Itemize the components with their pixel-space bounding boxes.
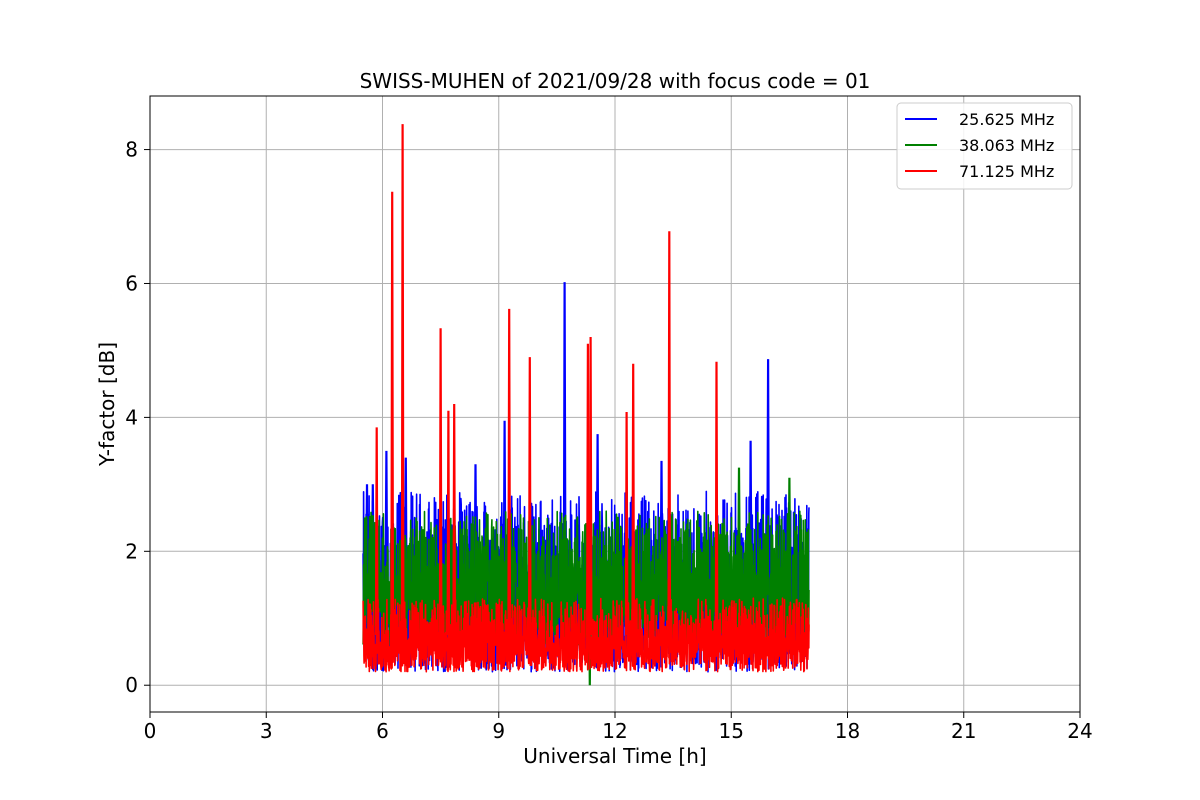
legend-label: 25.625 MHz (959, 110, 1054, 129)
x-tick-label: 9 (492, 719, 505, 743)
series-spike (438, 328, 443, 636)
x-tick-label: 21 (951, 719, 976, 743)
series-spike (631, 363, 636, 636)
x-tick-label: 18 (835, 719, 860, 743)
series-spike (527, 357, 532, 636)
x-tick-label: 15 (719, 719, 744, 743)
series-spike (374, 427, 379, 636)
series-spike (507, 308, 512, 636)
x-axis-label: Universal Time [h] (523, 744, 706, 768)
x-tick-label: 6 (376, 719, 389, 743)
series-spike (588, 336, 593, 636)
series-71125-mhz (362, 124, 810, 673)
y-tick-label: 4 (125, 405, 138, 429)
series-spike (737, 467, 741, 579)
series-spike (390, 191, 395, 636)
series-spike (586, 343, 590, 636)
x-tick-label: 24 (1067, 719, 1092, 743)
series-line (362, 597, 810, 673)
x-tick-label: 12 (602, 719, 627, 743)
series-spike (787, 477, 792, 579)
legend-label: 38.063 MHz (959, 136, 1054, 155)
y-tick-label: 6 (125, 271, 138, 295)
series-spike (766, 359, 770, 582)
chart-title: SWISS-MUHEN of 2021/09/28 with focus cod… (360, 69, 871, 93)
y-tick-label: 8 (125, 138, 138, 162)
series-spike (452, 403, 457, 636)
legend: 25.625 MHz 38.063 MHz 71.125 MHz (896, 102, 1073, 190)
x-tick-label: 0 (144, 719, 157, 743)
series-spike (624, 411, 629, 636)
y-tick-label: 0 (125, 673, 138, 697)
legend-box (896, 102, 1073, 190)
x-tick-label: 3 (260, 719, 273, 743)
series-spike (667, 231, 672, 636)
series-spike (446, 410, 451, 636)
y-tick-label: 2 (125, 539, 138, 563)
series-layer (362, 124, 810, 686)
series-spike (384, 450, 389, 582)
series-spike (562, 282, 567, 582)
series-spike (714, 361, 719, 636)
series-spike (400, 124, 405, 636)
y-axis-label: Y-factor [dB] (95, 342, 119, 467)
legend-label: 71.125 MHz (959, 162, 1054, 181)
